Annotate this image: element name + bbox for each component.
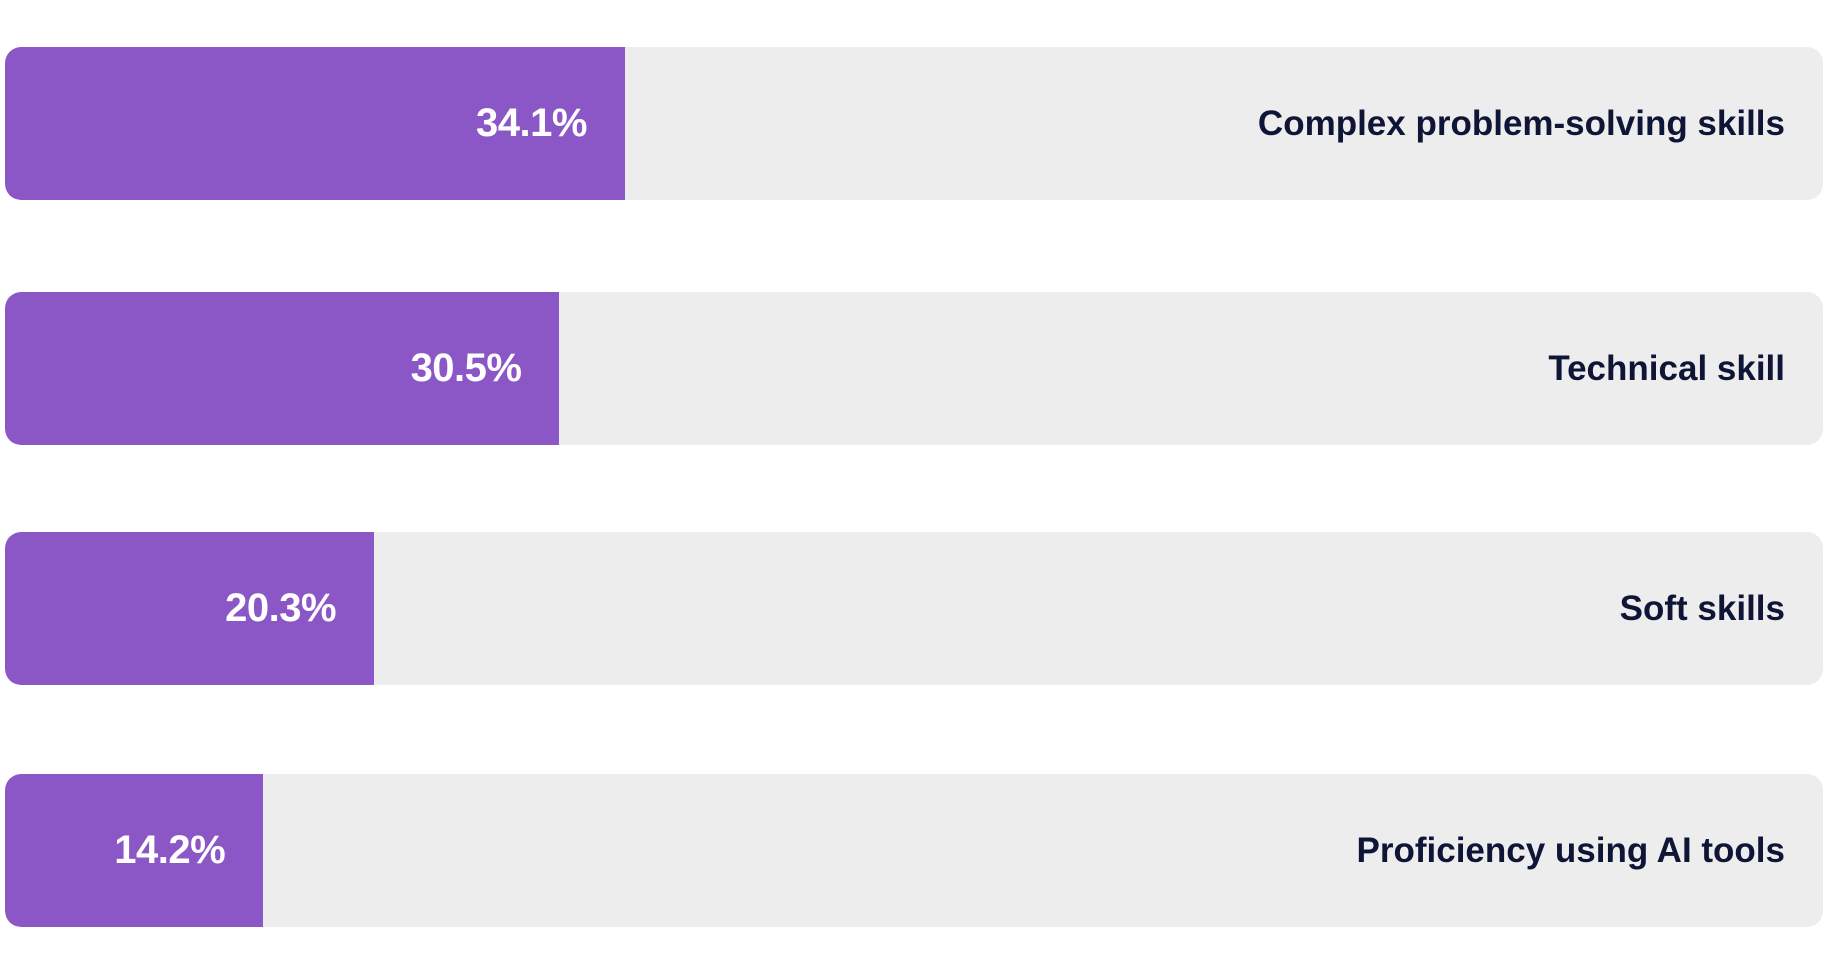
bar-fill xyxy=(5,292,560,445)
bar-fill xyxy=(5,47,625,200)
bar-category-label: Soft skills xyxy=(1619,588,1785,628)
bar-value-label: 30.5% xyxy=(410,346,522,390)
bar-fill xyxy=(5,774,264,927)
bar-track: 30.5% Technical skill xyxy=(5,292,1823,445)
bar-fill xyxy=(5,532,375,685)
bar-track: 20.3% Soft skills xyxy=(5,532,1823,685)
bar-value-label: 34.1% xyxy=(476,101,587,145)
bar-category-label: Proficiency using AI tools xyxy=(1356,830,1786,870)
bar-value-label: 14.2% xyxy=(114,828,226,872)
bar-value-label: 20.3% xyxy=(225,586,337,630)
bar-category-label: Complex problem-solving skills xyxy=(1257,103,1785,143)
bar-track: 14.2% Proficiency using AI tools xyxy=(5,774,1823,927)
bar-category-label: Technical skill xyxy=(1548,348,1785,388)
bar-track: 34.1% Complex problem-solving skills xyxy=(5,47,1823,200)
